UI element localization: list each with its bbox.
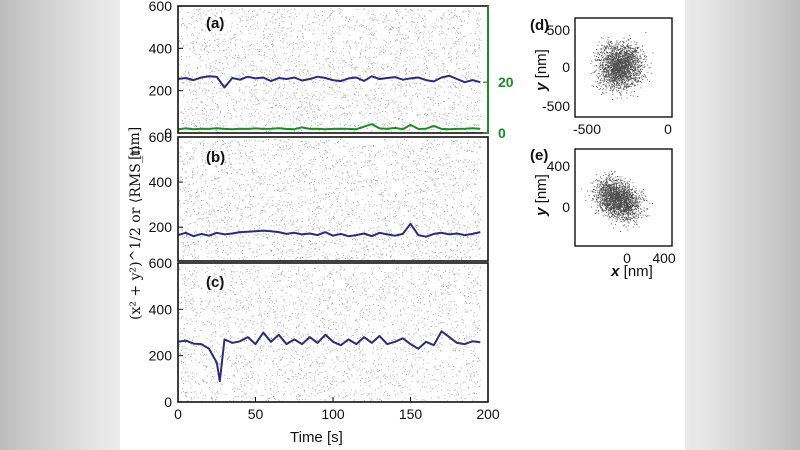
panel-e-xtick-label: 0 — [623, 250, 631, 266]
d-y-label: y [nm] — [533, 49, 550, 92]
panel-b-ytick-label: 400 — [149, 174, 173, 190]
panel-label-e: (e) — [530, 147, 548, 164]
panel-a-y2tick-label: 0 — [498, 125, 506, 141]
panel-e-ytick-label: 400 — [547, 158, 571, 174]
panel-d-xtick-label: -500 — [573, 121, 601, 137]
shared-y-label-unit: [nm] — [127, 127, 143, 160]
e-y-unit: [nm] — [533, 174, 550, 207]
panel-c-xtick-label: 200 — [476, 406, 500, 422]
panel-b-frame — [177, 136, 489, 262]
panel-e-scatter-points — [581, 170, 653, 232]
panel-a-ytick-label: 600 — [149, 0, 173, 14]
panel-a-ytick-label: 0 — [164, 125, 172, 141]
panel-d-frame — [574, 17, 673, 118]
scatter-layer — [178, 8, 654, 403]
panel-d-scatter-points — [590, 31, 654, 100]
shared-y-label: (x² + y²)^1/2 or ⟨RMS_t⟩ [nm] — [127, 127, 144, 320]
panel-label-c: (c) — [206, 274, 224, 291]
e-x-var: x — [610, 263, 620, 280]
panel-d-xtick-label: 0 — [664, 121, 672, 137]
panel-label-a: (a) — [206, 15, 224, 32]
panel-c-scatter-points — [178, 265, 481, 403]
panel-b-series-0 — [177, 222, 481, 238]
x-axis-label: Time [s] — [290, 429, 343, 446]
d-y-unit: [nm] — [533, 49, 550, 82]
panel-a-ytick-label: 200 — [149, 83, 173, 99]
panel-e-ytick-label: 0 — [562, 199, 570, 215]
panel-c-ytick-label: 400 — [149, 301, 173, 317]
panel-c-xtick-label: 100 — [321, 406, 345, 422]
panel-e-xtick-label: 400 — [652, 250, 676, 266]
panel-a-series-0 — [177, 74, 481, 89]
panel-label-d: (d) — [530, 17, 549, 34]
svg-text:y [nm]: y [nm] — [533, 49, 550, 92]
panel-label-b: (b) — [206, 149, 225, 166]
panel-d-ytick-label: 0 — [562, 59, 570, 75]
panel-c-ytick-label: 600 — [149, 255, 173, 271]
panel-d-ytick-label: 500 — [547, 22, 571, 38]
panel-c-series-0 — [177, 330, 481, 383]
panel-e-frame — [574, 148, 673, 247]
panel-a-series-1 — [177, 123, 481, 131]
line-layer — [177, 74, 481, 383]
panel-c-xtick-label: 50 — [248, 406, 264, 422]
panel-c-xtick-label: 0 — [174, 406, 182, 422]
panel-c-ytick-label: 0 — [164, 394, 172, 410]
panel-d-ytick-label: -500 — [542, 98, 570, 114]
panel-c-xtick-label: 150 — [399, 406, 423, 422]
panel-b-ytick-label: 200 — [149, 219, 173, 235]
panel-b-ytick-label: 600 — [149, 129, 173, 145]
svg-text:y [nm]: y [nm] — [533, 174, 550, 217]
panel-c-ytick-label: 200 — [149, 348, 173, 364]
e-x-unit: [nm] — [620, 263, 653, 280]
figure-panel — [120, 0, 685, 450]
d-y-var: y — [533, 82, 550, 92]
e-y-var: y — [533, 207, 550, 217]
panel-a-frame — [177, 5, 489, 134]
e-x-label: x [nm] — [610, 263, 653, 280]
shared-y-label-text: (x² + y²)^1/2 or ⟨RMS_t⟩ — [128, 145, 144, 320]
panel-a-ytick-label: 400 — [149, 40, 173, 56]
e-y-label: y [nm] — [533, 174, 550, 217]
panel-a-y2tick-label: 20 — [498, 74, 514, 90]
panel-b-scatter-points — [178, 139, 481, 262]
